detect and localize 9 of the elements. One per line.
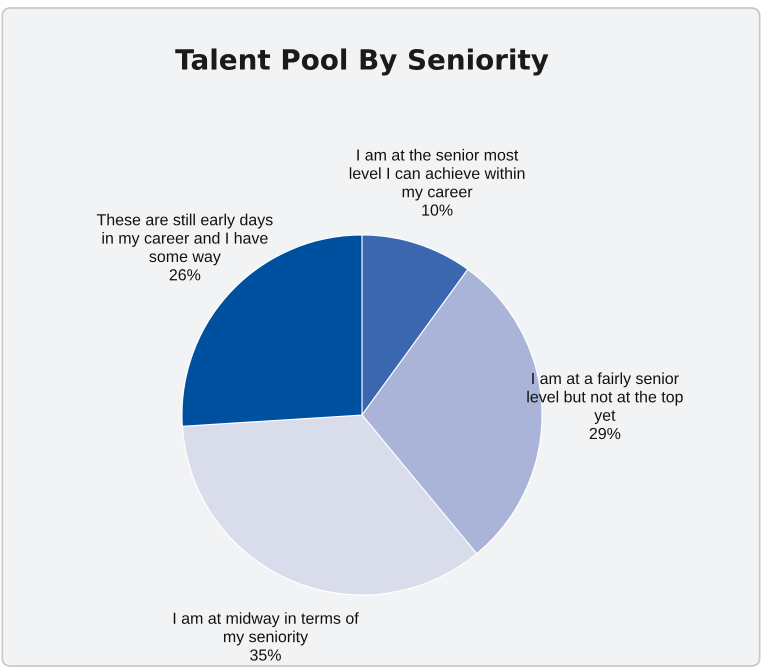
slice-label: I am at a fairly senior level but not at the top yet: [527, 372, 683, 424]
slice-label: I am at midway in terms of my seniority: [174, 612, 359, 646]
data-label: 10%: [422, 204, 453, 216]
data-label: 26%: [170, 269, 200, 280]
data-label: 29%: [590, 428, 620, 440]
chart-title: Talent Pool By Seniority: [175, 48, 548, 76]
data-label: 35%: [250, 649, 281, 661]
slice-label: These are still early days in my career and I have some way: [96, 214, 273, 266]
slice-label: I am at the senior most level I can achieve within my career: [350, 148, 524, 201]
